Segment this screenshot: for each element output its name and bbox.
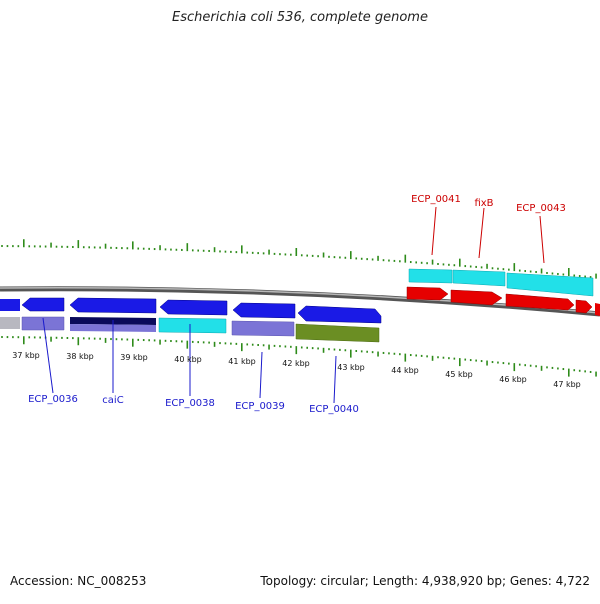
feature-olive-ECP_0040 xyxy=(295,323,380,343)
scale-label: 39 kbp xyxy=(120,353,148,362)
gene-arrow-caiC xyxy=(69,297,157,314)
scale-label: 46 kbp xyxy=(499,375,527,384)
scale-label: 37 kbp xyxy=(12,351,40,360)
gene-label-reverse: ECP_0036 xyxy=(28,394,78,405)
feature-cyan-1 xyxy=(408,268,453,284)
gene-arrow-ECP_0040 xyxy=(297,305,382,324)
leader-ECP_0036 xyxy=(42,317,54,394)
forward-gene-track xyxy=(406,286,600,316)
scale-label: 38 kbp xyxy=(66,352,94,361)
gene-label-reverse: ECP_0038 xyxy=(165,398,215,409)
leader-ECP_0040 xyxy=(333,355,337,404)
scale-label: 40 kbp xyxy=(174,355,202,364)
gene-arrow-ECP_0039 xyxy=(232,302,296,319)
gene-label-forward: ECP_0041 xyxy=(411,194,461,205)
accession-text: Accession: NC_008253 xyxy=(10,574,147,588)
gene-arrow-ECP_0036 xyxy=(21,297,65,312)
scale-label: 41 kbp xyxy=(228,357,256,366)
leader-ECP_0043 xyxy=(539,215,545,264)
leader-ECP_0039 xyxy=(259,351,263,399)
scale-label: 44 kbp xyxy=(391,366,419,375)
scale-labels: 37 kbp 38 kbp 39 kbp 40 kbp 41 kbp 42 kb… xyxy=(12,351,581,389)
upper-tick-track xyxy=(1,239,597,279)
gene-arrow-ECP_0041 xyxy=(406,286,449,301)
gene-arrow-small xyxy=(575,299,593,314)
scale-label: 42 kbp xyxy=(282,359,310,368)
gene-arrow-ECP_0043 xyxy=(505,293,575,311)
gene-arrow-edge-left xyxy=(0,299,20,311)
feature-cyan-ECP_0038 xyxy=(158,317,227,334)
lower-tick-track xyxy=(1,336,597,377)
reverse-gene-track xyxy=(0,297,382,324)
gene-arrow-ECP_0038 xyxy=(159,299,228,316)
gene-arrow-edge xyxy=(595,303,600,316)
feature-gray-left xyxy=(0,317,20,329)
feature-cyan-3 xyxy=(506,272,594,297)
leader-lines xyxy=(42,206,545,404)
scale-label: 45 kbp xyxy=(445,370,473,379)
genome-title: Escherichia coli 536, complete genome xyxy=(172,10,428,25)
feature-cyan-2 xyxy=(452,269,506,287)
gene-arrow-fixB xyxy=(450,289,503,306)
genome-summary-text: Topology: circular; Length: 4,938,920 bp… xyxy=(260,574,590,588)
scale-label: 43 kbp xyxy=(337,363,365,372)
scale-label: 47 kbp xyxy=(553,380,581,389)
feature-lavender-1 xyxy=(21,316,65,331)
feature-lavender-ECP_0039 xyxy=(231,320,295,337)
gene-label-forward: fixB xyxy=(474,198,493,209)
gene-label-forward: ECP_0043 xyxy=(516,203,566,214)
gene-label-reverse: ECP_0039 xyxy=(235,401,285,412)
leader-fixB xyxy=(478,207,485,259)
reverse-feature-track xyxy=(0,316,380,343)
forward-cyan-track xyxy=(408,268,594,297)
leader-ECP_0041 xyxy=(431,206,437,256)
gene-label-reverse: caiC xyxy=(102,395,123,406)
gene-labels: ECP_0041 fixB ECP_0043 ECP_0036 caiC ECP… xyxy=(28,194,566,415)
gene-label-reverse: ECP_0040 xyxy=(309,404,359,415)
